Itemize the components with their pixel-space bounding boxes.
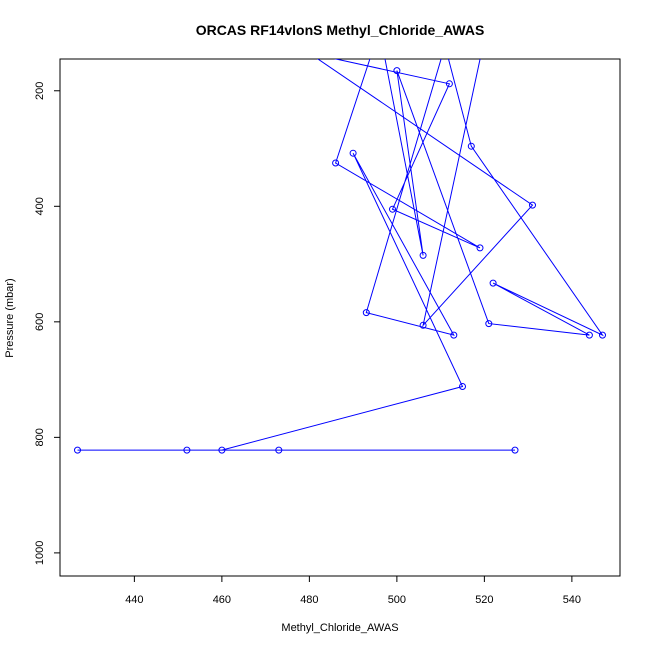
plot-frame [59, 58, 621, 577]
series-line-0 [77, 59, 604, 451]
chart-title: ORCAS RF14vlonS Methyl_Chloride_AWAS [196, 22, 485, 38]
data-point-3 [275, 446, 283, 454]
data-point-5 [459, 383, 466, 390]
y-tick-label-2: 600 [34, 313, 46, 331]
data-point-16 [419, 251, 427, 259]
x-tick-label-2: 480 [300, 594, 318, 606]
data-point-8 [362, 309, 370, 317]
x-axis-label: Methyl_Chloride_AWAS [281, 622, 398, 634]
y-axis-label: Pressure (mbar) [4, 278, 16, 357]
x-tick-label-0: 440 [125, 594, 143, 606]
x-tick-label-1: 460 [213, 594, 231, 606]
x-axis: 440 460 480 500 520 540 [125, 576, 581, 606]
y-tick-label-4: 1000 [34, 541, 46, 565]
data-point-21 [445, 80, 453, 88]
data-point-18 [332, 159, 340, 167]
data-point-15 [393, 67, 401, 75]
data-point-9 [442, 43, 448, 49]
data-point-7 [450, 331, 458, 339]
data-point-1 [74, 446, 81, 454]
data-point-10 [467, 142, 475, 150]
data-point-23 [529, 201, 536, 209]
data-point-4 [218, 446, 226, 454]
y-tick-label-1: 400 [34, 197, 46, 215]
data-point-19 [476, 244, 484, 252]
x-tick-label-5: 540 [563, 594, 581, 606]
data-point-12 [489, 279, 497, 287]
data-point-14 [485, 320, 493, 328]
y-tick-label-3: 800 [34, 428, 46, 446]
x-tick-label-3: 500 [388, 594, 406, 606]
series-layer [74, 43, 606, 454]
data-point-11 [599, 331, 606, 339]
y-axis: 200 400 600 800 1000 [34, 82, 60, 565]
y-tick-label-0: 200 [34, 82, 46, 100]
x-tick-label-4: 520 [475, 594, 493, 606]
data-point-2 [183, 446, 191, 454]
data-point-20 [389, 205, 396, 213]
data-point-13 [585, 331, 593, 339]
data-point-6 [349, 149, 357, 157]
data-point-24 [419, 321, 427, 329]
data-point-0 [511, 446, 519, 454]
data-point-22 [306, 50, 312, 56]
